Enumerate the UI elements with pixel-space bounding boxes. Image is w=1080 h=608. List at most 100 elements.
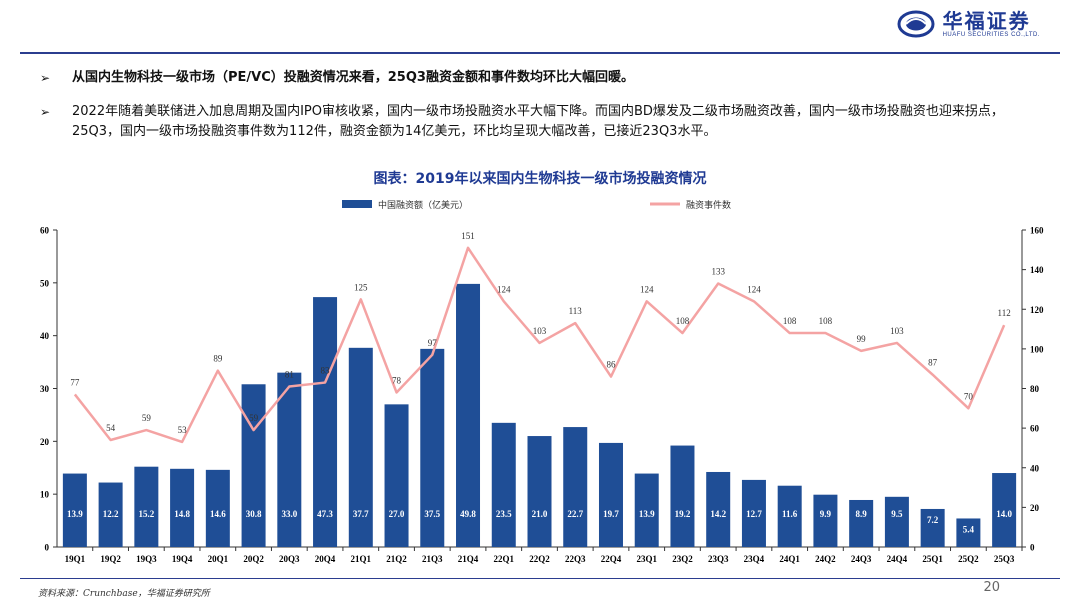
x-tick-label: 22Q2	[529, 554, 550, 564]
bar	[563, 427, 588, 547]
line-value-label: 133	[711, 266, 725, 276]
page-number: 20	[983, 580, 1000, 595]
y-left-tick-label: 20	[40, 437, 50, 447]
bar	[348, 347, 373, 547]
bar-value-label: 21.0	[532, 509, 548, 519]
line-value-label: 124	[747, 284, 761, 294]
bar-value-label: 8.9	[856, 509, 868, 519]
y-right-tick-label: 120	[1030, 305, 1044, 315]
bar	[634, 473, 659, 547]
line-value-label: 89	[213, 354, 223, 364]
legend-label-bar: 中国融资额（亿美元）	[378, 199, 468, 211]
bar	[706, 471, 731, 547]
bar-value-label: 19.2	[675, 509, 691, 519]
bar	[170, 468, 195, 547]
bar	[741, 479, 766, 547]
x-tick-label: 20Q3	[279, 554, 300, 564]
y-right-tick-label: 160	[1030, 226, 1044, 236]
x-tick-label: 19Q2	[100, 554, 121, 564]
x-tick-label: 21Q4	[458, 554, 479, 564]
y-right-tick-label: 140	[1030, 265, 1044, 275]
bar-value-label: 13.9	[67, 509, 83, 519]
bar	[491, 422, 516, 547]
x-tick-label: 25Q2	[958, 554, 979, 564]
brand-logo: 华福证券 HUAFU SECURITIES CO.,LTD.	[897, 10, 1040, 38]
line-value-label: 54	[106, 423, 116, 433]
bar-value-label: 23.5	[496, 509, 512, 519]
line-value-label: 86	[606, 360, 616, 370]
bar-value-label: 37.7	[353, 509, 369, 519]
event-count-line	[73, 246, 1006, 444]
x-tick-label: 24Q3	[851, 554, 872, 564]
x-tick-label: 19Q3	[136, 554, 157, 564]
bar-value-label: 14.6	[210, 509, 226, 519]
line-value-label: 70	[964, 391, 974, 401]
bullet-arrow-icon: ➢	[40, 71, 51, 85]
bar-value-label: 14.8	[174, 509, 190, 519]
chart-title: 图表：2019年以来国内生物科技一级市场投融资情况	[373, 171, 707, 187]
line-value-label: 83	[321, 366, 331, 376]
y-right-tick-label: 40	[1030, 463, 1040, 473]
bullet-text: 2022年随着美联储进入加息周期及国内IPO审核收紧，国内一级市场投融资水平大幅…	[72, 104, 1004, 139]
y-left-tick-label: 40	[40, 331, 50, 341]
bar	[992, 473, 1017, 547]
y-left-tick-label: 10	[40, 490, 50, 500]
x-tick-label: 24Q1	[779, 554, 800, 564]
bar-value-label: 13.9	[639, 509, 655, 519]
x-tick-label: 20Q4	[315, 554, 336, 564]
y-left-tick-label: 60	[40, 226, 50, 236]
bar-value-label: 30.8	[246, 509, 262, 519]
legend-swatch-bar	[342, 200, 372, 208]
line-value-label: 59	[249, 413, 259, 423]
bar-value-label: 19.7	[603, 509, 619, 519]
bar-value-label: 12.2	[103, 509, 119, 519]
line-value-label: 103	[533, 326, 547, 336]
bar	[384, 404, 409, 547]
bar-value-label: 47.3	[317, 509, 333, 519]
x-tick-label: 22Q4	[601, 554, 622, 564]
bar	[277, 372, 302, 547]
bar-value-label: 9.9	[820, 509, 832, 519]
bar	[313, 297, 338, 547]
footer-divider	[20, 578, 1060, 579]
y-left-tick-label: 0	[45, 543, 50, 553]
x-tick-label: 21Q1	[351, 554, 372, 564]
header-divider	[20, 52, 1060, 54]
brand-name-cn: 华福证券	[942, 9, 1031, 33]
brand-name-en: HUAFU SECURITIES CO.,LTD.	[942, 32, 1040, 38]
line-value-label: 125	[354, 282, 368, 292]
x-tick-label: 23Q2	[672, 554, 693, 564]
bar	[956, 518, 981, 547]
bar-value-label: 9.5	[891, 509, 903, 519]
bar-value-label: 5.4	[963, 524, 975, 534]
bar	[920, 508, 945, 547]
line-value-label: 103	[890, 326, 904, 336]
bar	[849, 499, 874, 547]
bar-value-label: 49.8	[460, 509, 476, 519]
x-tick-label: 19Q4	[172, 554, 193, 564]
bar-value-label: 14.0	[996, 509, 1012, 519]
line-value-label: 108	[819, 316, 833, 326]
line-value-label: 99	[857, 334, 867, 344]
x-tick-label: 24Q2	[815, 554, 836, 564]
bar-value-label: 37.5	[424, 509, 440, 519]
x-tick-label: 23Q3	[708, 554, 729, 564]
y-right-tick-label: 0	[1030, 543, 1035, 553]
bar	[62, 473, 87, 547]
line-value-label: 124	[497, 284, 511, 294]
x-tick-label: 24Q4	[887, 554, 908, 564]
y-left-tick-label: 50	[40, 278, 50, 288]
y-right-tick-label: 20	[1030, 503, 1040, 513]
bullet-arrow-icon: ➢	[40, 105, 51, 119]
y-right-tick-label: 60	[1030, 424, 1040, 434]
x-tick-label: 21Q3	[422, 554, 443, 564]
line-value-label: 151	[461, 231, 475, 241]
line-value-label: 87	[928, 358, 938, 368]
bullet-detail: ➢ 2022年随着美联储进入加息周期及国内IPO审核收紧，国内一级市场投融资水平…	[40, 102, 1050, 142]
x-tick-label: 25Q3	[994, 554, 1015, 564]
line-value-label: 77	[70, 377, 80, 387]
line-value-label: 53	[178, 425, 188, 435]
huafu-logo-icon	[897, 10, 935, 38]
bar	[777, 485, 802, 547]
line-value-label: 78	[392, 375, 402, 385]
